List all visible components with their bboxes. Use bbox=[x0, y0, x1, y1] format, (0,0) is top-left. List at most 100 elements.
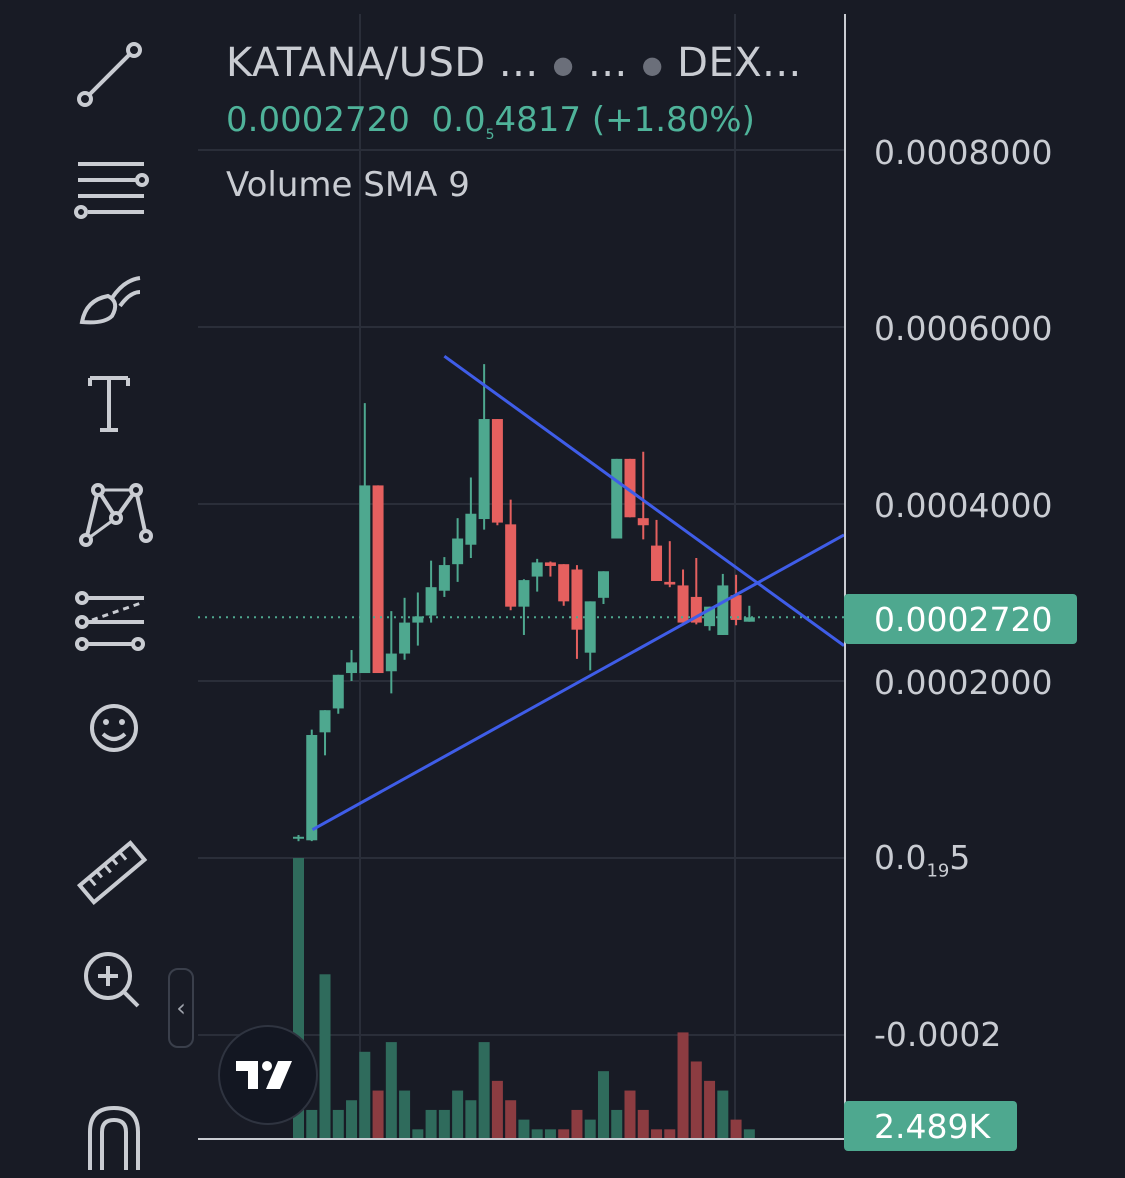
candles bbox=[198, 364, 844, 842]
separator-dot: ● bbox=[552, 51, 575, 79]
forecast-icon bbox=[75, 591, 145, 651]
axis-tick-label: -0.0002 bbox=[874, 1015, 1002, 1054]
emoji-tool[interactable] bbox=[60, 676, 156, 772]
volume-bar bbox=[690, 1061, 702, 1139]
volume-bar bbox=[664, 1129, 676, 1139]
volume-bar bbox=[624, 1090, 636, 1139]
candle-body bbox=[611, 458, 623, 539]
symbol-name[interactable]: KATANA/USD ... bbox=[226, 40, 539, 86]
candle-body bbox=[385, 653, 397, 672]
volume-bar bbox=[412, 1129, 424, 1139]
axis-tick-label: 0.0195 bbox=[874, 838, 971, 882]
candle-body bbox=[518, 580, 530, 607]
volume-bar bbox=[677, 1032, 689, 1139]
measure-tool[interactable] bbox=[60, 822, 156, 918]
candle-body bbox=[372, 485, 384, 674]
candle-body bbox=[743, 617, 755, 622]
volume-bar bbox=[558, 1129, 570, 1139]
volume-bar bbox=[478, 1042, 490, 1139]
candle-body bbox=[293, 836, 304, 839]
fib-retracement-icon bbox=[74, 162, 149, 219]
indicator-label[interactable]: Volume SMA 9 bbox=[226, 164, 470, 205]
zoom-in-tool[interactable] bbox=[60, 928, 156, 1024]
price-line: 0.0002720 0.054817 (+1.80%) bbox=[226, 100, 802, 143]
volume-bars bbox=[293, 858, 755, 1139]
collapse-toolbar-button[interactable]: ‹ bbox=[168, 968, 194, 1048]
volume-bar bbox=[637, 1109, 649, 1139]
volume-badge: 2.489K bbox=[844, 1101, 1017, 1151]
exchange-label[interactable]: DEX... bbox=[677, 40, 802, 86]
candle-body bbox=[491, 419, 503, 523]
last-price: 0.0002720 bbox=[226, 100, 410, 140]
chart-header: KATANA/USD ... ●... ● DEX... 0.0002720 0.05… bbox=[226, 40, 802, 205]
volume-bar bbox=[651, 1129, 663, 1139]
volume-bar bbox=[359, 1051, 371, 1139]
candle-body bbox=[505, 524, 517, 607]
trendline-upper bbox=[443, 354, 845, 647]
volume-bar bbox=[518, 1119, 530, 1139]
volume-bar bbox=[531, 1129, 543, 1139]
price-axis[interactable] bbox=[198, 14, 846, 1145]
brush-tool[interactable] bbox=[60, 248, 156, 344]
volume-bar bbox=[611, 1109, 623, 1139]
pattern-tool[interactable] bbox=[60, 462, 156, 558]
candle-body bbox=[412, 616, 424, 623]
candle-body bbox=[306, 734, 318, 841]
magnet-tool[interactable] bbox=[60, 1082, 156, 1178]
candle-body bbox=[730, 595, 742, 620]
volume-bar bbox=[597, 1071, 609, 1139]
price-change-pct: (+1.80%) bbox=[591, 100, 755, 140]
candle-body bbox=[571, 569, 583, 630]
candle-body bbox=[558, 564, 570, 602]
axis-tick-label: 0.0002000 bbox=[874, 663, 1053, 702]
volume-bar bbox=[372, 1090, 384, 1139]
price-chart[interactable] bbox=[0, 0, 1125, 1145]
volume-bar bbox=[399, 1090, 411, 1139]
text-tool[interactable] bbox=[60, 354, 156, 450]
candle-body bbox=[544, 562, 556, 566]
axis-tick-label: 0.0004000 bbox=[874, 486, 1053, 525]
tradingview-logo[interactable] bbox=[218, 1025, 318, 1125]
volume-bar bbox=[505, 1100, 517, 1139]
brush-icon bbox=[79, 276, 141, 325]
trendlines[interactable] bbox=[311, 354, 845, 831]
emoji-icon bbox=[90, 704, 138, 752]
tradingview-logo-icon bbox=[236, 1061, 292, 1089]
candle-body bbox=[478, 419, 490, 520]
candle-body bbox=[359, 485, 371, 674]
volume-bar bbox=[425, 1109, 437, 1139]
candle-body bbox=[651, 545, 663, 581]
candle-body bbox=[677, 585, 689, 623]
volume-bar bbox=[544, 1129, 556, 1139]
volume-bar bbox=[385, 1042, 397, 1139]
price-change: 0.054817 bbox=[431, 100, 582, 143]
fib-retracement-tool[interactable] bbox=[60, 138, 156, 234]
magnet-icon bbox=[88, 1105, 140, 1170]
volume-bar bbox=[438, 1109, 450, 1139]
volume-bar bbox=[346, 1100, 358, 1139]
volume-bar bbox=[293, 858, 304, 1139]
volume-bar bbox=[306, 1109, 318, 1139]
forecast-tool[interactable] bbox=[60, 572, 156, 668]
volume-bar bbox=[491, 1080, 503, 1139]
candle-body bbox=[531, 562, 543, 577]
volume-bar bbox=[743, 1129, 755, 1139]
interval-label[interactable]: ... bbox=[588, 40, 628, 86]
candle-body bbox=[637, 518, 649, 526]
text-icon bbox=[88, 376, 130, 432]
candle-body bbox=[717, 585, 729, 635]
trendline-lower bbox=[311, 533, 845, 831]
candle-body bbox=[319, 710, 331, 733]
volume-bar bbox=[571, 1109, 583, 1139]
pattern-icon bbox=[79, 483, 153, 547]
candle-body bbox=[690, 596, 702, 623]
trend-line-tool[interactable] bbox=[60, 28, 156, 124]
candle-body bbox=[465, 513, 477, 545]
volume-bar bbox=[730, 1119, 742, 1139]
candle-body bbox=[624, 458, 636, 518]
volume-bar bbox=[717, 1090, 729, 1139]
volume-bar bbox=[332, 1109, 344, 1139]
volume-bar bbox=[319, 974, 331, 1139]
symbol-title[interactable]: KATANA/USD ... ●... ● DEX... bbox=[226, 40, 802, 86]
separator-dot: ● bbox=[641, 51, 664, 79]
